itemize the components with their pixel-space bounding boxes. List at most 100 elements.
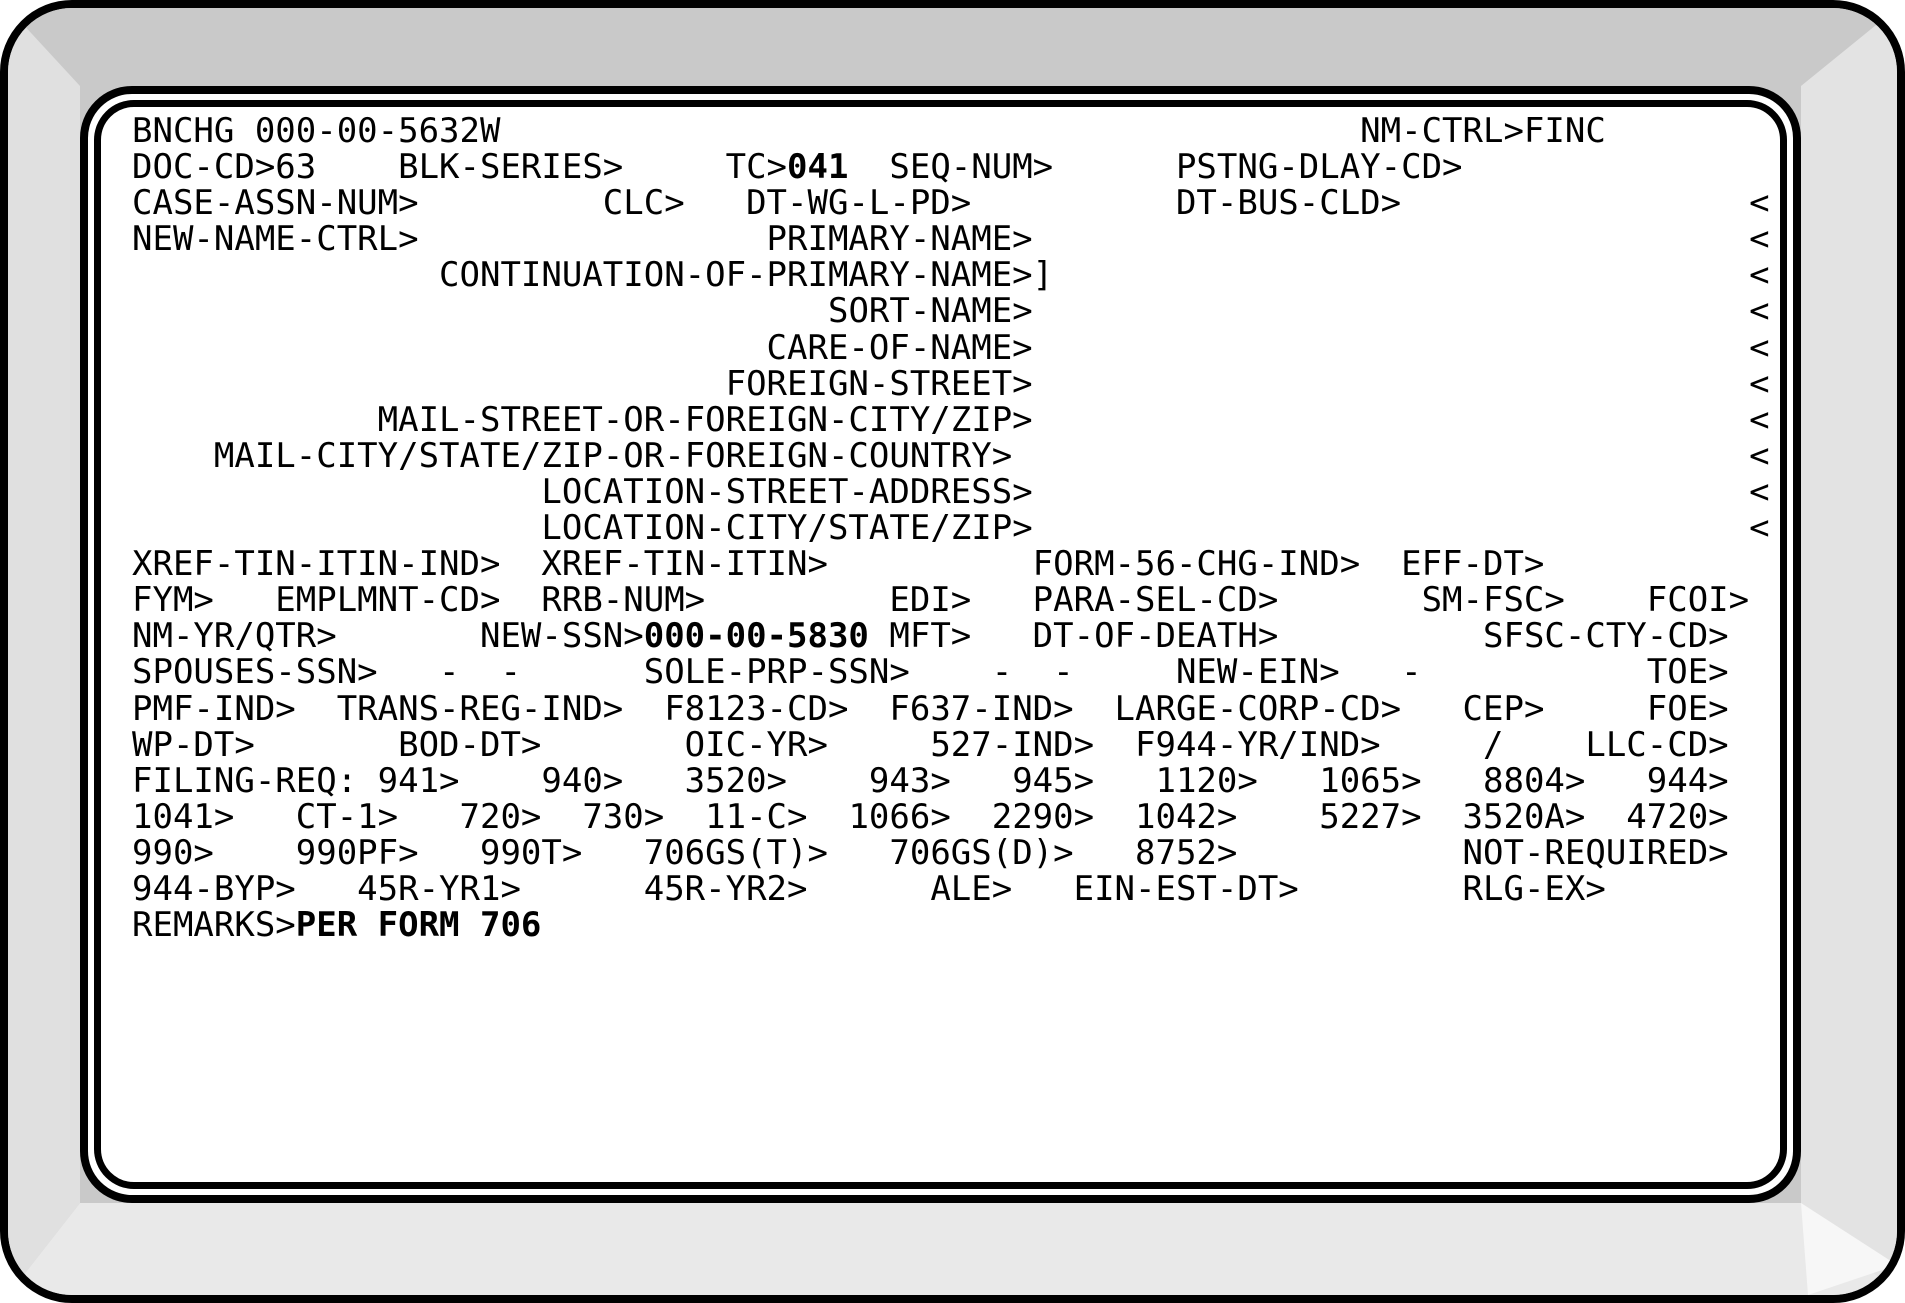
terminal-field-label: SEQ-NUM> <box>889 147 1054 188</box>
terminal-field-label: - <box>439 652 460 693</box>
terminal-field-label: 8804> <box>1483 760 1586 801</box>
terminal-field-label: SFSC-CTY-CD> <box>1483 616 1729 657</box>
terminal-field-label: LOCATION-CITY/STATE/ZIP> <box>541 508 1033 549</box>
terminal-field-label: < <box>1749 471 1770 512</box>
terminal-field-label: DT-OF-DEATH> <box>1032 616 1279 657</box>
terminal-field-label: 8752> <box>1135 832 1238 873</box>
terminal-field-label: TRANS-REG-IND> <box>336 688 624 729</box>
terminal-input-value: PER FORM 706 <box>295 905 542 946</box>
terminal-field-label: SPOUSES-SSN> <box>132 652 378 693</box>
terminal-field-label: REMARKS> <box>132 905 296 946</box>
terminal-field-label: 944-BYP> <box>132 868 296 909</box>
terminal-field-label: CLC> <box>602 183 685 224</box>
terminal-field-label: DT-BUS-CLD> <box>1175 183 1402 224</box>
terminal-field-label: 45R-YR2> <box>643 868 808 909</box>
terminal-field-label: 2290> <box>991 796 1095 837</box>
terminal-field-label: PARA-SEL-CD> <box>1032 580 1279 621</box>
terminal-field-label: CT-1> <box>295 796 399 837</box>
terminal-row-4: NEW-NAME-CTRL> PRIMARY-NAME> < <box>132 221 1780 257</box>
terminal-field-label: NM-CTRL>FINC <box>1360 111 1606 151</box>
terminal-field-label: - <box>1053 652 1074 693</box>
terminal-input-value: 041 <box>787 147 849 188</box>
terminal-row-6: SORT-NAME> < <box>132 293 1780 329</box>
terminal-field-label: BOD-DT> <box>398 724 542 765</box>
terminal-field-label: 1042> <box>1135 796 1238 837</box>
terminal-field-label: FOREIGN-STREET> <box>725 363 1033 404</box>
bezel-right-face <box>1801 8 1897 1295</box>
terminal-field-label: EFF-DT> <box>1401 544 1545 585</box>
terminal-field-label: < <box>1749 435 1770 476</box>
terminal-field-label: NOT-REQUIRED> <box>1462 832 1729 873</box>
terminal-field-label: < <box>1749 291 1770 332</box>
terminal-field-label: CONTINUATION-OF-PRIMARY-NAME>] <box>439 255 1054 296</box>
terminal-field-label: XREF-TIN-ITIN-IND> <box>132 544 501 585</box>
terminal-field-label: 945> <box>1012 760 1095 801</box>
terminal-field-label: 1065> <box>1319 760 1422 801</box>
terminal-field-label: 4720> <box>1626 796 1729 837</box>
terminal-field-label: < <box>1749 183 1770 224</box>
terminal-field-label: DOC-CD>63 <box>132 147 317 188</box>
terminal-row-5: CONTINUATION-OF-PRIMARY-NAME>] < <box>132 257 1780 293</box>
terminal-field-label: FYM> <box>132 580 214 621</box>
terminal-field-label: 940> <box>541 760 624 801</box>
terminal-field-label: ALE> <box>930 868 1013 909</box>
terminal-field-label: PRIMARY-NAME> <box>766 219 1033 260</box>
terminal-field-label: 3520A> <box>1462 796 1586 837</box>
terminal-field-label: SOLE-PRP-SSN> <box>643 652 910 693</box>
terminal-field-label: NM-YR/QTR> <box>132 616 337 657</box>
terminal-field-label: 990PF> <box>295 832 419 873</box>
terminal-field-label: LOCATION-STREET-ADDRESS> <box>541 471 1033 512</box>
screen-frame: BNCHG 000-00-5632W NM-CTRL>FINC DOC-CD>63 B… <box>80 86 1801 1203</box>
terminal-field-label: WP-DT> <box>132 724 255 765</box>
terminal-row-22: 944-BYP> 45R-YR1> 45R-YR2> ALE> EIN-EST-DT> R… <box>132 871 1780 907</box>
terminal-field-label: RRB-NUM> <box>541 580 706 621</box>
terminal-field-label: OIC-YR> <box>684 724 828 765</box>
terminal-field-label: CARE-OF-NAME> <box>766 327 1033 368</box>
terminal-row-19: FILING-REQ: 941> 940> 3520> 943> 945> 1120> 10… <box>132 763 1780 799</box>
terminal-field-label: NEW-NAME-CTRL> <box>132 219 419 260</box>
terminal-row-13: XREF-TIN-ITIN-IND> XREF-TIN-ITIN> FORM-56-… <box>132 546 1780 582</box>
terminal-row-15: NM-YR/QTR> NEW-SSN> 000-00-5830 MFT> DT-OF-D… <box>132 618 1780 654</box>
terminal-field-label: FORM-56-CHG-IND> <box>1032 544 1361 585</box>
terminal-field-label: - <box>1401 652 1422 693</box>
terminal-field-label: SORT-NAME> <box>827 291 1033 332</box>
terminal-field-label: < <box>1749 327 1770 368</box>
terminal-row-10: MAIL-CITY/STATE/ZIP-OR-FOREIGN-COUNTRY> < <box>132 438 1780 474</box>
terminal-row-2: DOC-CD>63 BLK-SERIES> TC> 041 SEQ-NUM> PSTNG-… <box>132 149 1780 185</box>
terminal-field-label: < <box>1749 399 1770 440</box>
terminal-field-label: F944-YR/IND> <box>1135 724 1381 765</box>
terminal-field-label: TOE> <box>1646 652 1729 693</box>
terminal-field-label: 944> <box>1646 760 1729 801</box>
terminal-field-label: 11-C> <box>705 796 808 837</box>
terminal-row-8: FOREIGN-STREET> < <box>132 366 1780 402</box>
terminal-screen[interactable]: BNCHG 000-00-5632W NM-CTRL>FINC DOC-CD>63 B… <box>94 100 1787 1189</box>
terminal-field-label: NEW-SSN> <box>479 616 644 657</box>
terminal-field-label: PSTNG-DLAY-CD> <box>1175 147 1463 188</box>
bezel-bottom-face <box>8 1203 1897 1295</box>
terminal-field-label: 45R-YR1> <box>357 868 521 909</box>
terminal-field-label: RLG-EX> <box>1462 868 1606 909</box>
terminal-field-label: MAIL-CITY/STATE/ZIP-OR-FOREIGN-COUNTRY> <box>213 435 1013 476</box>
terminal-row-7: CARE-OF-NAME> < <box>132 327 1780 368</box>
terminal-field-label: < <box>1749 363 1770 404</box>
terminal-field-label: 1120> <box>1155 760 1258 801</box>
terminal-field-label: MFT> <box>889 616 972 657</box>
terminal-row-20: 1041> CT-1> 720> 730> 11-C> 1066> 2290> 1042> 52… <box>132 799 1780 835</box>
terminal-field-label: < <box>1749 219 1770 260</box>
terminal-row-1: BNCHG 000-00-5632W NM-CTRL>FINC <box>132 113 1780 149</box>
terminal-row-17: PMF-IND> TRANS-REG-IND> F8123-CD> F637-IND>… <box>132 688 1780 729</box>
terminal-field-label: 990> <box>132 832 214 873</box>
terminal-field-label: NEW-EIN> <box>1175 652 1340 693</box>
terminal-field-label: BNCHG 000-00-5632W <box>132 111 501 151</box>
terminal-field-label: 1066> <box>848 796 951 837</box>
terminal-field-label: DT-WG-L-PD> <box>746 183 972 224</box>
terminal-row-3: CASE-ASSN-NUM> CLC> DT-WG-L-PD> DT-BUS-CLD>… <box>132 185 1780 221</box>
terminal-field-label: 527-IND> <box>930 724 1095 765</box>
terminal-row-18: WP-DT> BOD-DT> OIC-YR> 527-IND> F944-YR/IND>… <box>132 724 1780 765</box>
terminal-field-label: 706GS(D)> <box>889 832 1074 873</box>
terminal-field-label: FILING-REQ: 941> <box>132 760 460 801</box>
terminal-field-label: EIN-EST-DT> <box>1073 868 1299 909</box>
terminal-field-label: LARGE-CORP-CD> <box>1114 688 1402 729</box>
terminal-field-label: PMF-IND> <box>132 688 296 729</box>
